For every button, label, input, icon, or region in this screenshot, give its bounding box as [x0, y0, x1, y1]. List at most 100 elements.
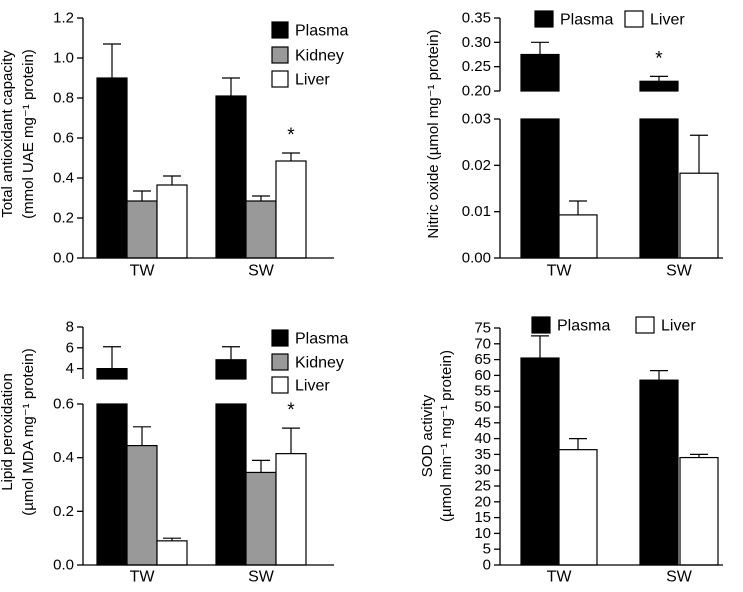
y-axis-label: Total antioxidant capacity: [0, 50, 16, 218]
y-axis-label: (µmol MDA mg⁻¹ protein): [20, 348, 37, 515]
bar-liver-tw: [156, 184, 188, 259]
legend-label-plasma: Plasma: [560, 12, 613, 29]
bar-kidney-sw: [245, 200, 277, 259]
bar-plasma-tw: [520, 53, 560, 92]
y-tick-label: 25: [474, 478, 491, 495]
y-tick-label: 60: [474, 367, 491, 384]
bar-plasma-tw: [520, 357, 560, 566]
y-tick-label: 0.02: [462, 157, 491, 174]
y-tick-label: 5: [483, 541, 491, 558]
bar-liver-sw: [679, 456, 719, 566]
y-axis-label: (µmol min⁻¹ mg⁻¹ protein): [438, 350, 455, 522]
bar-plasma-tw-lower: [520, 118, 560, 259]
legend-label-liver: Liver: [650, 12, 685, 29]
y-tick-label: 0.2: [53, 210, 74, 227]
y-tick-label: 0: [483, 557, 491, 574]
y-tick-label: 0.2: [53, 503, 74, 520]
y-tick-label: 0.4: [53, 170, 74, 187]
y-tick-label: 40: [474, 430, 491, 447]
legend-label-liver: Liver: [661, 318, 696, 335]
legend-swatch-liver: [635, 316, 655, 334]
bar-liver-tw: [558, 214, 598, 259]
y-tick-label: 0.4: [53, 449, 74, 466]
y-tick-label: 15: [474, 509, 491, 526]
y-tick-label: 0.20: [462, 83, 491, 100]
y-tick-label: 50: [474, 399, 491, 416]
legend-label-plasma: Plasma: [295, 23, 348, 40]
y-tick-label: 0.6: [53, 396, 74, 413]
y-tick-label: 10: [474, 525, 491, 542]
bar-kidney-sw: [245, 471, 277, 566]
legend-swatch-plasma: [271, 21, 289, 39]
legend-label-plasma: Plasma: [295, 331, 348, 348]
chart-panel-top-right: * 0.00 0.01 0.02 0.03 0.20 0.25 0.30 0.35 TW SW Nit…: [425, 10, 723, 280]
y-tick-label: 0.30: [462, 34, 491, 51]
bar-liver-sw: [275, 453, 307, 566]
y-tick-label: 1.0: [53, 50, 74, 67]
legend-label-liver: Liver: [295, 72, 330, 89]
bar-plasma-sw: [215, 359, 247, 380]
legend-swatch-kidney: [271, 353, 289, 371]
bar-kidney-tw: [126, 200, 158, 259]
x-tick-label-tw: TW: [130, 569, 156, 586]
legend-swatch-plasma: [531, 316, 551, 334]
y-tick-label: 55: [474, 383, 491, 400]
y-tick-label: 6: [66, 339, 74, 356]
chart-panel-top-left: * 0.0 0.2 0.4 0.6 0.8 1.0 1.2 TW SW Total antioxid…: [0, 10, 348, 280]
significance-star-liver-sw: *: [287, 125, 295, 146]
legend-swatch-liver: [271, 376, 289, 394]
y-tick-label: 4: [66, 360, 74, 377]
legend-label-liver: Liver: [295, 378, 330, 395]
y-tick-label: 0.00: [462, 250, 491, 267]
bar-liver-sw: [679, 172, 719, 259]
legend-label-plasma: Plasma: [557, 318, 610, 335]
y-tick-label: 0.8: [53, 90, 74, 107]
bar-liver-sw: [275, 160, 307, 259]
legend-swatch-liver: [271, 70, 289, 88]
legend-swatch-kidney: [271, 46, 289, 64]
y-tick-label: 20: [474, 493, 491, 510]
bar-liver-tw: [156, 540, 188, 566]
y-axis-label: (mmol UAE mg⁻¹ protein): [20, 49, 37, 219]
x-tick-label-tw: TW: [547, 263, 573, 280]
x-tick-label-sw: SW: [248, 263, 275, 280]
bar-plasma-tw: [96, 368, 128, 380]
y-tick-label: 45: [474, 414, 491, 431]
y-tick-label: 0.03: [462, 111, 491, 128]
legend-label-kidney: Kidney: [295, 355, 344, 372]
legend-swatch-plasma: [534, 10, 554, 28]
y-tick-label: 0.6: [53, 130, 74, 147]
x-tick-label-sw: SW: [666, 569, 693, 586]
chart-panel-bottom-left: * 0.0 0.2 0.4 0.6 4 6 8 TW SW Lipid peroxidation (µ…: [0, 319, 348, 586]
y-axis-label: Nitric oxide (µmol mg⁻¹ protein): [425, 29, 442, 238]
legend-swatch-liver: [624, 10, 644, 28]
y-tick-label: 8: [66, 319, 74, 336]
y-tick-label: 35: [474, 446, 491, 463]
y-tick-label: 65: [474, 351, 491, 368]
bar-plasma-sw: [639, 80, 679, 92]
bar-plasma-sw: [639, 379, 679, 566]
bar-plasma-sw-lower: [215, 403, 247, 566]
bar-kidney-tw: [126, 444, 158, 566]
x-tick-label-sw: SW: [248, 569, 275, 586]
bar-plasma-sw-lower: [639, 118, 679, 259]
y-tick-label: 30: [474, 462, 491, 479]
x-tick-label-sw: SW: [666, 263, 693, 280]
x-tick-label-tw: TW: [130, 263, 156, 280]
significance-star-plasma-sw: *: [655, 48, 663, 69]
y-tick-label: 70: [474, 335, 491, 352]
y-tick-label: 0.0: [53, 557, 74, 574]
legend-swatch-plasma: [271, 329, 289, 347]
y-axis-label: Lipid peroxidation: [0, 373, 16, 491]
bar-plasma-sw: [215, 95, 247, 259]
bar-liver-tw: [558, 449, 598, 566]
y-axis-label: SOD activity: [419, 394, 436, 477]
y-tick-label: 0.0: [53, 250, 74, 267]
x-tick-label-tw: TW: [547, 569, 573, 586]
significance-star-liver-sw: *: [287, 400, 295, 421]
y-tick-label: 0.25: [462, 58, 491, 75]
bar-plasma-tw: [96, 77, 128, 259]
bar-plasma-tw-lower: [96, 403, 128, 566]
